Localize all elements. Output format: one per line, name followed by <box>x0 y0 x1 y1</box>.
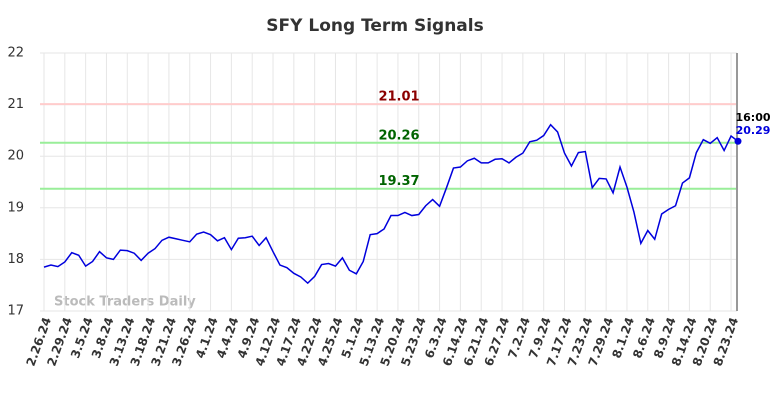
price-line <box>43 123 739 285</box>
level-label: 21.01 <box>378 90 419 105</box>
level-label: 20.26 <box>378 128 419 143</box>
y-tick-label: 20 <box>7 149 24 164</box>
time-label: 16:00 <box>735 111 770 124</box>
y-tick-label: 17 <box>7 304 24 319</box>
watermark: Stock Traders Daily <box>54 295 196 310</box>
last-point <box>734 137 742 145</box>
y-tick-label: 19 <box>7 200 24 215</box>
y-tick-label: 18 <box>7 252 24 267</box>
y-tick-label: 22 <box>7 46 24 61</box>
level-label: 19.37 <box>378 174 419 189</box>
last-value-label: 20.29 <box>736 124 771 137</box>
chart-title: SFY Long Term Signals <box>266 16 483 36</box>
y-tick-label: 21 <box>7 97 24 112</box>
